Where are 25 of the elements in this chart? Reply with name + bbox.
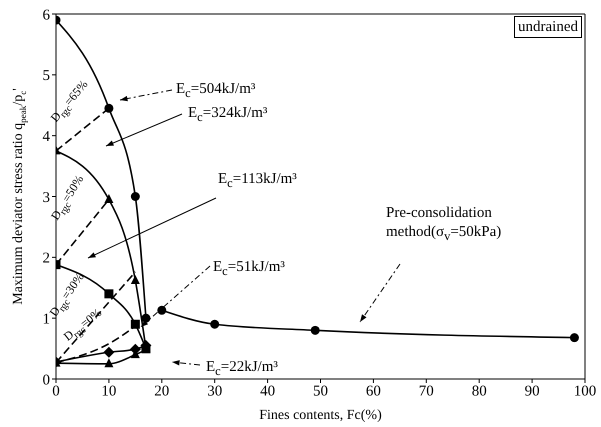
annotation: E$_{c}$=113kJ/m³ [218,170,297,192]
y-tick-label: 4 [42,128,50,145]
annotation: Pre-consolidation method(σ$_{v}$=50kPa) [386,204,502,245]
x-tick-label: 90 [524,384,540,400]
annotation: undrained [514,16,582,38]
x-tick-label: 10 [101,384,116,400]
x-tick-label: 20 [154,384,170,400]
x-axis-title: Fines contents, Fc(%) [259,408,382,423]
x-tick-label: 40 [260,384,276,400]
x-tick-label: 30 [207,384,222,400]
y-tick-label: 0 [42,372,50,388]
x-tick-label: 100 [574,384,596,400]
x-tick-label: 80 [472,384,487,400]
annotation: E$_{c}$=504kJ/m³ [176,80,256,102]
y-tick-label: 6 [42,7,50,24]
annotation: E$_{c}$=324kJ/m³ [188,104,268,126]
y-tick-label: 3 [42,190,50,206]
x-tick-label: 60 [366,384,381,400]
x-tick-label: 70 [418,384,434,400]
annotation: E$_{c}$=22kJ/m³ [206,358,278,380]
y-tick-label: 1 [42,311,50,328]
y-tick-label: 5 [42,68,50,84]
annotation: E$_{c}$=51kJ/m³ [213,258,285,280]
x-tick-label: 50 [313,384,328,400]
y-tick-label: 2 [42,250,50,267]
